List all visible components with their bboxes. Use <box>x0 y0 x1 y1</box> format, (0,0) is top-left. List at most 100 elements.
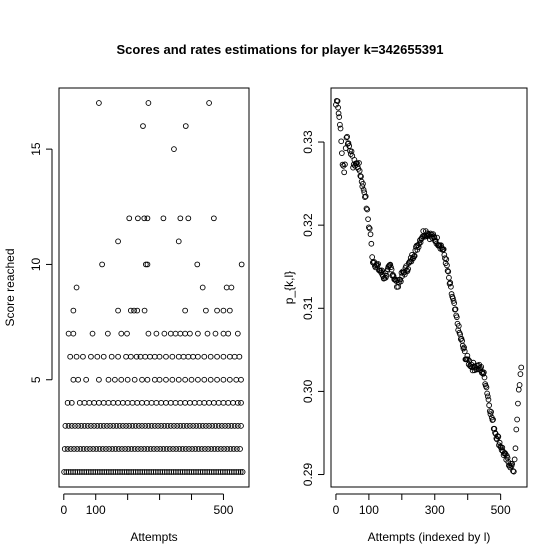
score-point <box>220 399 227 406</box>
score-point <box>228 423 235 429</box>
score-point <box>196 399 203 406</box>
rate-point <box>514 416 520 423</box>
rate-point <box>411 253 418 259</box>
score-point <box>81 399 88 406</box>
rate-point <box>440 246 447 253</box>
score-point <box>223 284 230 291</box>
rate-point <box>336 114 343 120</box>
score-point <box>226 353 233 360</box>
score-point <box>67 353 74 360</box>
score-point <box>80 446 87 452</box>
rate-point <box>345 140 352 147</box>
rate-point <box>484 390 490 397</box>
score-point <box>174 423 181 429</box>
rates-x-tick-label: 500 <box>491 503 511 517</box>
rate-point <box>478 364 485 370</box>
score-point <box>145 423 152 429</box>
score-point <box>120 399 126 406</box>
rate-point <box>447 279 454 286</box>
score-point <box>167 399 174 406</box>
score-point <box>188 376 195 383</box>
score-point <box>220 307 227 314</box>
score-point <box>234 399 241 406</box>
score-point <box>139 399 145 406</box>
score-point <box>105 399 112 406</box>
score-point <box>122 446 128 452</box>
rate-point <box>359 183 366 190</box>
score-point <box>187 330 193 337</box>
rate-point <box>416 240 423 247</box>
rate-point <box>448 283 454 290</box>
rate-point <box>368 240 375 247</box>
rate-point <box>494 433 501 439</box>
rate-point <box>453 314 460 321</box>
score-point <box>185 215 192 222</box>
rate-point <box>360 180 366 187</box>
rate-point <box>471 367 478 374</box>
score-point <box>144 376 151 383</box>
score-point <box>182 399 188 406</box>
rates-y-tick-label: 0.32 <box>301 213 315 237</box>
score-point <box>72 423 78 429</box>
rate-point <box>510 468 517 475</box>
score-point <box>64 446 71 452</box>
score-point <box>73 353 80 360</box>
rate-point <box>445 268 452 275</box>
score-point <box>97 423 104 429</box>
rate-point <box>446 274 452 281</box>
rate-point <box>517 371 524 377</box>
score-point <box>170 446 176 452</box>
score-point <box>238 261 245 268</box>
score-point <box>167 330 174 337</box>
score-point <box>99 261 105 268</box>
score-point <box>237 469 244 475</box>
rate-point <box>397 278 404 285</box>
rate-point <box>357 172 364 179</box>
rate-point <box>343 134 350 141</box>
rate-point <box>375 261 382 267</box>
score-point <box>144 215 151 222</box>
score-point <box>70 376 77 383</box>
rate-point <box>335 110 342 117</box>
score-point <box>194 261 201 268</box>
rate-point <box>347 151 354 157</box>
rate-point <box>499 444 506 451</box>
score-point <box>124 399 131 406</box>
rate-point <box>362 194 368 200</box>
rate-point <box>443 256 450 263</box>
rate-point <box>451 300 458 307</box>
rate-point <box>504 455 511 461</box>
score-point <box>96 446 103 452</box>
score-point <box>123 353 129 360</box>
score-point <box>239 469 246 475</box>
rate-point <box>366 224 372 231</box>
scores-x-tick-label: 100 <box>86 503 106 517</box>
rate-point <box>444 262 450 269</box>
score-point <box>118 376 125 383</box>
rates-x-tick-label: 0 <box>333 503 340 517</box>
rate-point <box>509 461 516 467</box>
score-point <box>171 423 177 429</box>
score-point <box>125 446 132 452</box>
score-point <box>189 446 196 452</box>
score-point <box>75 423 82 429</box>
rate-point <box>455 323 462 329</box>
score-point <box>147 446 154 452</box>
score-point <box>115 307 121 314</box>
score-point <box>238 376 244 383</box>
score-point <box>124 330 130 337</box>
score-point <box>202 446 208 452</box>
rate-point <box>334 98 341 105</box>
score-point <box>187 399 193 406</box>
score-point <box>109 446 116 452</box>
rate-point <box>485 396 492 403</box>
score-point <box>141 446 148 452</box>
score-point <box>103 446 109 452</box>
rate-point <box>488 408 494 415</box>
score-point <box>161 423 168 429</box>
score-point <box>207 376 214 383</box>
score-point <box>74 446 81 452</box>
score-point <box>214 446 221 452</box>
rate-point <box>395 283 402 290</box>
